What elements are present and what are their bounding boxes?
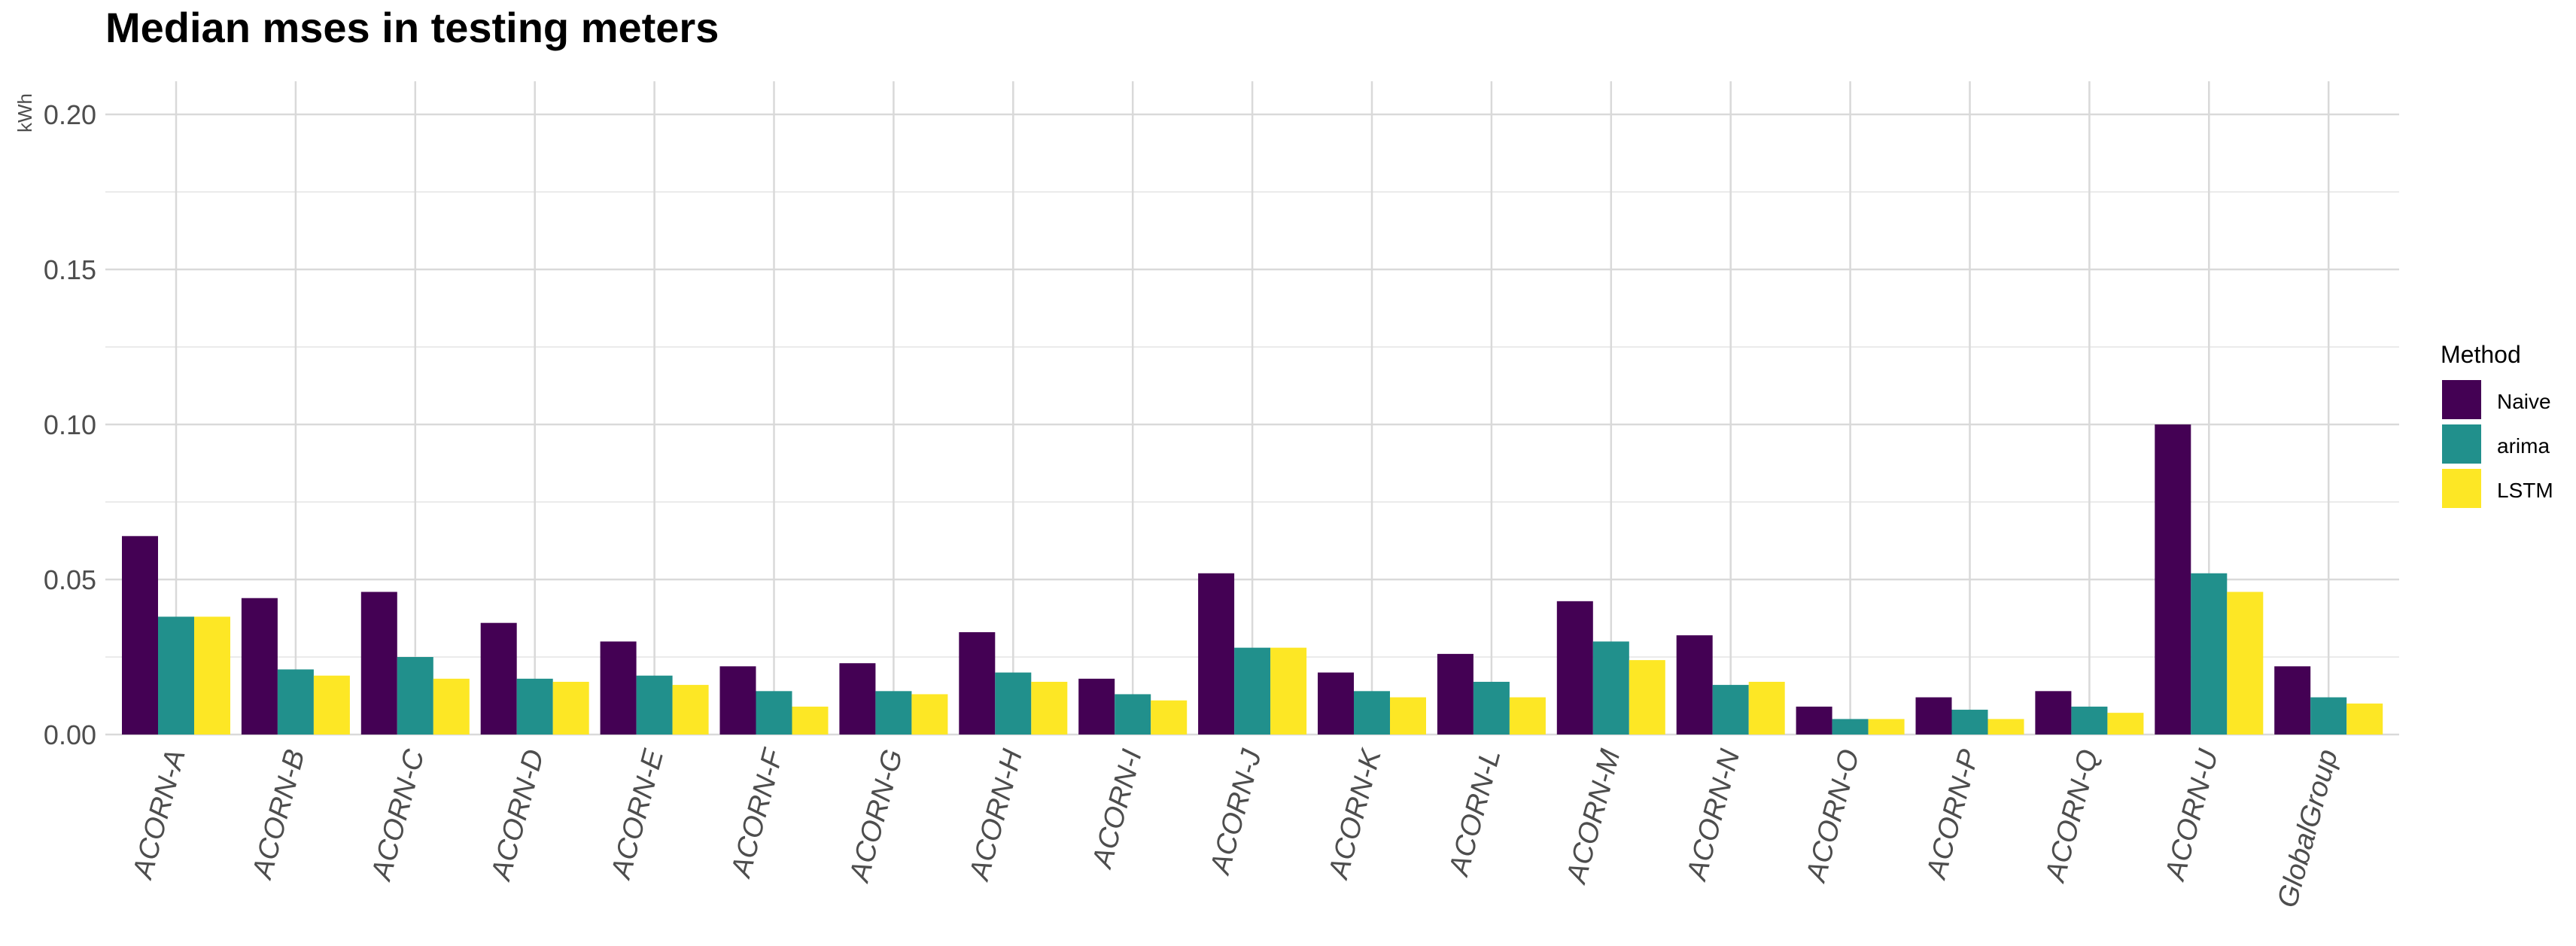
bar-naive-acorn-m <box>1556 601 1593 735</box>
bar-arima-acorn-a <box>158 616 194 735</box>
y-tick-label: 0.00 <box>44 719 96 750</box>
bar-naive-acorn-d <box>480 622 517 735</box>
x-tick-label: ACORN-A <box>126 746 191 883</box>
bar-naive-acorn-n <box>1676 635 1713 735</box>
bar-arima-acorn-f <box>756 691 792 735</box>
x-tick-label: ACORN-Q <box>2039 746 2106 886</box>
bars <box>122 424 2383 735</box>
x-tick-label: ACORN-P <box>1921 746 1986 884</box>
x-tick-label: ACORN-U <box>2159 746 2225 885</box>
bar-arima-acorn-q <box>2071 706 2108 735</box>
bar-lstm-acorn-j <box>1270 647 1307 735</box>
bar-lstm-globalgroup <box>2346 703 2383 735</box>
y-tick-label: 0.10 <box>44 409 96 440</box>
x-tick-label: ACORN-B <box>246 746 311 883</box>
bar-naive-acorn-i <box>1078 678 1115 735</box>
x-tick-label: ACORN-H <box>963 746 1029 885</box>
x-tick-label: ACORN-N <box>1680 746 1746 885</box>
bar-lstm-acorn-m <box>1629 660 1665 735</box>
bar-lstm-acorn-a <box>194 616 230 735</box>
bar-naive-acorn-e <box>600 641 637 735</box>
bar-arima-acorn-c <box>397 657 433 735</box>
legend: Method Naive arima LSTM <box>2441 341 2553 508</box>
bar-lstm-acorn-e <box>672 685 709 735</box>
bar-lstm-acorn-i <box>1151 700 1188 735</box>
bar-naive-acorn-l <box>1437 653 1474 735</box>
bar-naive-acorn-o <box>1796 706 1832 735</box>
bar-arima-acorn-l <box>1473 681 1510 735</box>
bar-arima-acorn-j <box>1234 647 1271 735</box>
bar-naive-acorn-k <box>1318 672 1354 735</box>
bar-arima-acorn-o <box>1832 719 1869 735</box>
bar-lstm-acorn-o <box>1868 719 1905 735</box>
legend-key-arima <box>2442 424 2481 464</box>
bar-arima-acorn-p <box>1951 710 1988 735</box>
bar-naive-acorn-f <box>719 666 756 735</box>
x-tick-label: ACORN-L <box>1443 746 1507 880</box>
bar-arima-acorn-b <box>277 669 314 735</box>
bar-lstm-acorn-g <box>911 694 948 735</box>
bar-arima-acorn-k <box>1354 691 1390 735</box>
x-tick-label: ACORN-D <box>485 746 550 884</box>
bar-lstm-acorn-k <box>1390 697 1426 735</box>
bar-naive-acorn-p <box>1915 697 1952 735</box>
bar-arima-acorn-g <box>875 691 912 735</box>
bar-lstm-acorn-d <box>552 681 589 735</box>
bar-lstm-acorn-q <box>2107 713 2144 735</box>
bar-naive-acorn-j <box>1198 573 1235 735</box>
bar-arima-acorn-e <box>636 675 673 735</box>
legend-key-lstm <box>2442 469 2481 508</box>
bar-arima-globalgroup <box>2310 697 2347 735</box>
x-tick-label: ACORN-J <box>1204 745 1268 878</box>
bar-lstm-acorn-n <box>1748 681 1785 735</box>
legend-key-naive <box>2442 380 2481 419</box>
grid <box>105 81 2399 736</box>
bar-naive-acorn-g <box>839 663 876 735</box>
bar-lstm-acorn-p <box>1988 719 2024 735</box>
x-tick-label: ACORN-E <box>605 746 671 884</box>
bar-naive-acorn-b <box>241 598 278 735</box>
x-tick-label: ACORN-M <box>1560 746 1626 887</box>
x-tick-label: ACORN-I <box>1086 746 1148 872</box>
bar-naive-acorn-h <box>959 632 996 735</box>
bar-lstm-acorn-u <box>2227 592 2264 735</box>
bar-naive-globalgroup <box>2274 666 2311 735</box>
legend-label: Naive <box>2497 390 2551 413</box>
x-tick-label: ACORN-F <box>725 745 789 882</box>
bar-naive-acorn-q <box>2035 691 2072 735</box>
bar-arima-acorn-n <box>1712 685 1749 735</box>
bar-lstm-acorn-h <box>1031 681 1068 735</box>
bar-arima-acorn-d <box>516 678 553 735</box>
y-tick-label: 0.05 <box>44 564 96 595</box>
bar-arima-acorn-m <box>1592 641 1629 735</box>
legend-label: LSTM <box>2497 479 2553 502</box>
bar-arima-acorn-i <box>1115 694 1151 735</box>
y-tick-label: 0.15 <box>44 254 96 285</box>
x-tick-label: ACORN-O <box>1800 746 1866 886</box>
chart-title: Median mses in testing meters <box>105 4 719 51</box>
bar-arima-acorn-u <box>2191 573 2228 735</box>
legend-label: arima <box>2497 434 2550 458</box>
x-tick-label: ACORN-K <box>1322 745 1388 884</box>
x-tick-label: ACORN-G <box>844 746 910 886</box>
bar-lstm-acorn-b <box>313 675 350 735</box>
bar-naive-acorn-c <box>360 592 397 735</box>
bar-naive-acorn-u <box>2155 424 2191 735</box>
bar-lstm-acorn-l <box>1509 697 1546 735</box>
y-axis-label: kWh <box>14 93 36 132</box>
bar-lstm-acorn-f <box>792 706 829 735</box>
legend-title: Method <box>2441 341 2521 368</box>
x-tick-label: ACORN-C <box>366 746 431 885</box>
bar-lstm-acorn-c <box>433 678 470 735</box>
bar-naive-acorn-a <box>122 536 158 735</box>
x-tick-label: GlobalGroup <box>2272 746 2344 911</box>
bar-arima-acorn-h <box>995 672 1032 735</box>
y-tick-label: 0.20 <box>44 99 96 130</box>
